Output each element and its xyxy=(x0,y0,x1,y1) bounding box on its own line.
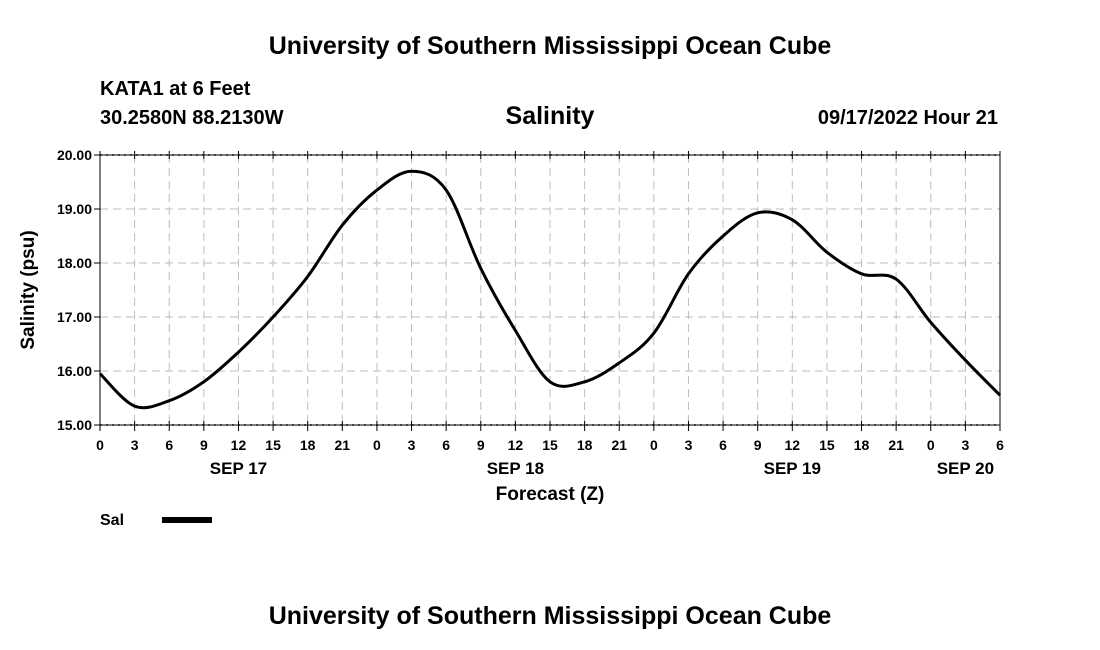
x-tick-label: 12 xyxy=(785,437,801,453)
x-tick-label: 9 xyxy=(754,437,762,453)
x-tick-label: 9 xyxy=(200,437,208,453)
x-tick-label: 6 xyxy=(996,437,1004,453)
station-label: KATA1 at 6 Feet xyxy=(100,78,251,100)
y-tick-label: 16.00 xyxy=(57,363,92,379)
footer-title: University of Southern Mississippi Ocean… xyxy=(269,602,832,630)
x-tick-label: 21 xyxy=(611,437,627,453)
plot-frame xyxy=(99,154,1001,426)
x-tick-label: 6 xyxy=(442,437,450,453)
y-axis-label: Salinity (psu) xyxy=(18,230,39,349)
x-tick-label: 6 xyxy=(719,437,727,453)
x-tick-label: 15 xyxy=(542,437,558,453)
station-coords: 30.2580N 88.2130W xyxy=(100,107,284,129)
x-tick-label: 3 xyxy=(961,437,969,453)
x-tick-label: 9 xyxy=(477,437,485,453)
x-tick-label: 0 xyxy=(96,437,104,453)
x-axis-ticks: 0 3 6 9 12 15 18 21 0 3 6 9 12 15 18 21 0 3 6 9 12 15 18 21 0 3 6 xyxy=(96,151,1004,453)
x-tick-label: 0 xyxy=(373,437,381,453)
x-axis-label: Forecast (Z) xyxy=(496,484,605,505)
x-tick-label: 12 xyxy=(231,437,247,453)
series-line-sal xyxy=(98,169,1002,410)
x-tick-label: 3 xyxy=(685,437,693,453)
day-label: SEP 20 xyxy=(937,459,994,478)
x-tick-label: 3 xyxy=(408,437,416,453)
x-tick-label: 0 xyxy=(650,437,658,453)
y-tick-label: 15.00 xyxy=(57,417,92,433)
day-label: SEP 19 xyxy=(764,459,821,478)
page-title: University of Southern Mississippi Ocean… xyxy=(269,32,832,60)
chart-title: Salinity xyxy=(506,102,595,130)
x-tick-label: 18 xyxy=(577,437,593,453)
day-label: SEP 18 xyxy=(487,459,544,478)
forecast-date: 09/17/2022 Hour 21 xyxy=(818,107,998,129)
y-tick-label: 19.00 xyxy=(57,201,92,217)
x-tick-label: 21 xyxy=(335,437,351,453)
x-tick-label: 18 xyxy=(854,437,870,453)
x-tick-label: 15 xyxy=(265,437,281,453)
x-tick-label: 15 xyxy=(819,437,835,453)
y-tick-label: 20.00 xyxy=(57,147,92,163)
x-tick-label: 0 xyxy=(927,437,935,453)
day-label: SEP 17 xyxy=(210,459,267,478)
legend-label: Sal xyxy=(100,512,124,529)
y-tick-label: 17.00 xyxy=(57,309,92,325)
grid-lines xyxy=(100,154,1000,426)
x-tick-label: 18 xyxy=(300,437,316,453)
y-axis-ticks: 15.00 16.00 17.00 18.00 19.00 20.00 xyxy=(57,147,100,433)
y-tick-label: 18.00 xyxy=(57,255,92,271)
x-tick-label: 21 xyxy=(888,437,904,453)
x-tick-label: 12 xyxy=(508,437,524,453)
day-labels: SEP 17 SEP 18 SEP 19 SEP 20 xyxy=(210,459,994,478)
x-tick-label: 6 xyxy=(165,437,173,453)
x-tick-label: 3 xyxy=(131,437,139,453)
